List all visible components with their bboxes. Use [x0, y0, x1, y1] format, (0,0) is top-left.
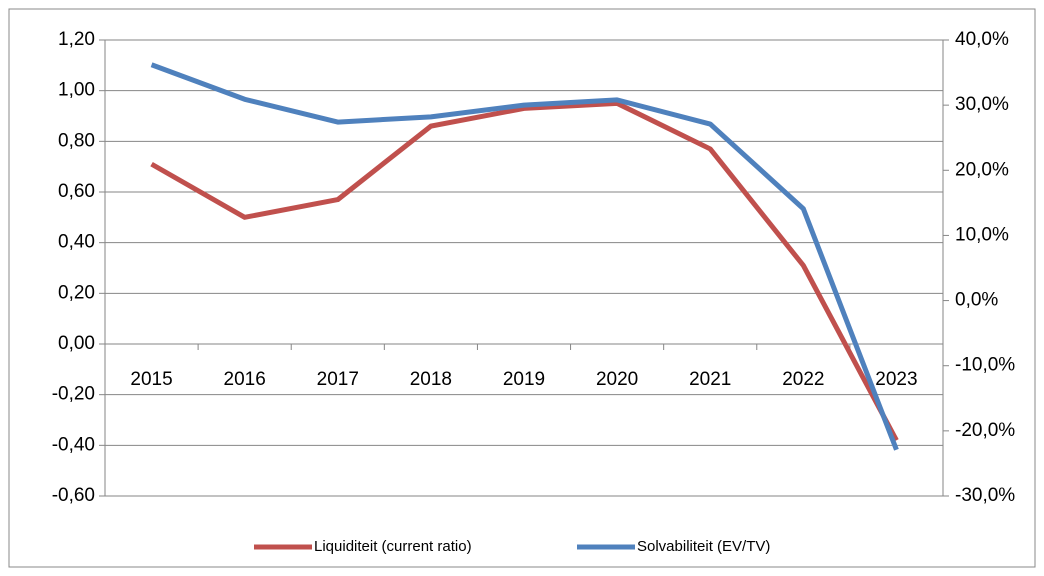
y2-tick-label: 40,0% [955, 29, 1009, 50]
y-tick-label: -0,40 [52, 434, 95, 455]
y-tick-label: 0,80 [58, 130, 95, 151]
y2-tick-label: 30,0% [955, 94, 1009, 115]
y2-tick-label: -20,0% [955, 420, 1015, 441]
legend-label: Solvabiliteit (EV/TV) [637, 538, 770, 555]
x-tick-label: 2020 [596, 369, 638, 390]
y2-tick-label: 0,0% [955, 290, 998, 311]
x-tick-label: 2016 [224, 369, 266, 390]
y-tick-label: 0,60 [58, 181, 95, 202]
y2-tick-label: 20,0% [955, 159, 1009, 180]
y-tick-label: -0,60 [52, 485, 95, 506]
y-tick-label: 0,40 [58, 232, 95, 253]
y-tick-label: 1,00 [58, 80, 95, 101]
x-tick-label: 2019 [503, 369, 545, 390]
y-tick-label: 0,20 [58, 282, 95, 303]
x-tick-label: 2021 [689, 369, 731, 390]
x-tick-label: 2018 [410, 369, 452, 390]
x-tick-label: 2022 [782, 369, 824, 390]
x-tick-label: 2023 [875, 369, 917, 390]
y2-tick-label: -30,0% [955, 485, 1015, 506]
series-line [150, 62, 899, 451]
chart-border [8, 8, 1036, 568]
series-line [150, 100, 899, 442]
x-tick-label: 2015 [130, 369, 172, 390]
x-tick-label: 2017 [317, 369, 359, 390]
y-tick-label: 0,00 [58, 333, 95, 354]
legend: Liquiditeit (current ratio) Solvabiliteit… [254, 538, 770, 555]
y2-tick-label: 10,0% [955, 224, 1009, 245]
y-tick-label: -0,20 [52, 384, 95, 405]
legend-label: Liquiditeit (current ratio) [314, 538, 472, 555]
y2-tick-label: -10,0% [955, 355, 1015, 376]
y-tick-label: 1,20 [58, 29, 95, 50]
